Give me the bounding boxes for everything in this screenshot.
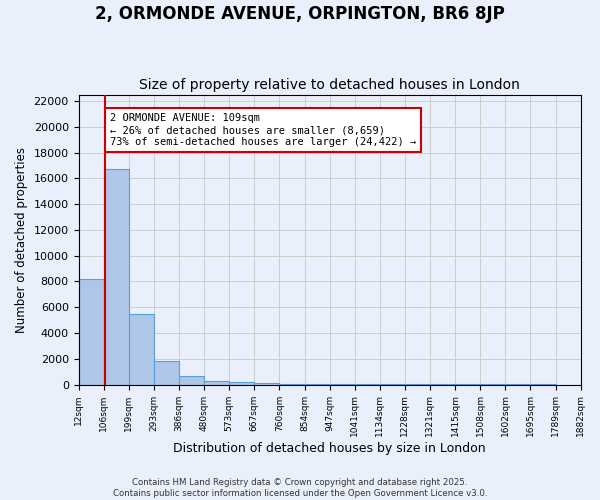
Y-axis label: Number of detached properties: Number of detached properties: [15, 146, 28, 332]
Title: Size of property relative to detached houses in London: Size of property relative to detached ho…: [139, 78, 520, 92]
Bar: [204, 380, 229, 384]
X-axis label: Distribution of detached houses by size in London: Distribution of detached houses by size …: [173, 442, 486, 455]
Bar: [79, 279, 104, 384]
Bar: [154, 362, 179, 384]
Bar: [129, 314, 154, 384]
Bar: [104, 170, 129, 384]
Text: Contains HM Land Registry data © Crown copyright and database right 2025.
Contai: Contains HM Land Registry data © Crown c…: [113, 478, 487, 498]
Bar: [179, 376, 204, 384]
Text: 2, ORMONDE AVENUE, ORPINGTON, BR6 8JP: 2, ORMONDE AVENUE, ORPINGTON, BR6 8JP: [95, 5, 505, 23]
Text: 2 ORMONDE AVENUE: 109sqm
← 26% of detached houses are smaller (8,659)
73% of sem: 2 ORMONDE AVENUE: 109sqm ← 26% of detach…: [110, 114, 416, 146]
Bar: [229, 382, 254, 384]
